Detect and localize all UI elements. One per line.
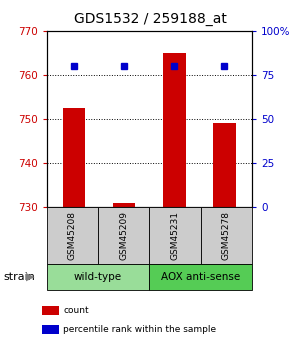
Text: percentile rank within the sample: percentile rank within the sample [63,325,216,334]
Text: ▶: ▶ [26,272,34,282]
Bar [63,108,85,207]
Text: GSM45231: GSM45231 [170,211,179,260]
Bar [163,53,186,207]
Text: GSM45208: GSM45208 [68,211,77,260]
Bar [113,204,136,207]
Text: count: count [63,306,88,315]
Text: wild-type: wild-type [74,272,122,282]
Text: GSM45278: GSM45278 [222,211,231,260]
Text: AOX anti-sense: AOX anti-sense [161,272,240,282]
Bar [213,124,236,207]
Text: GSM45209: GSM45209 [119,211,128,260]
Text: GDS1532 / 259188_at: GDS1532 / 259188_at [74,12,226,26]
Text: strain: strain [3,272,35,282]
